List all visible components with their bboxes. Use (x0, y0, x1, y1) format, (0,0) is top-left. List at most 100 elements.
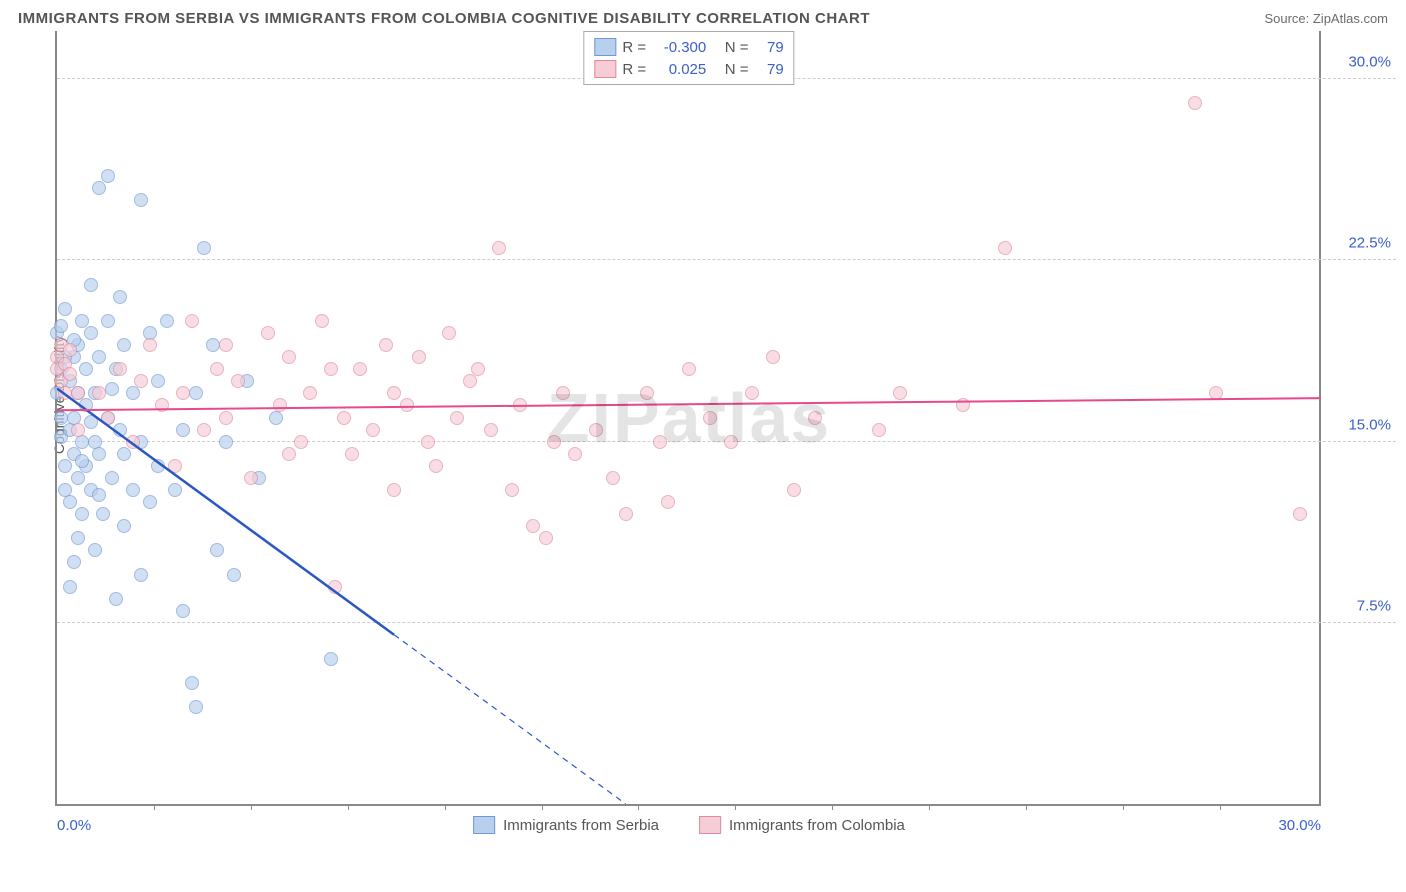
data-point-serbia (168, 483, 182, 497)
x-tick (154, 804, 155, 810)
data-point-colombia (429, 459, 443, 473)
chart-container: IMMIGRANTS FROM SERBIA VS IMMIGRANTS FRO… (10, 10, 1396, 882)
y-tick-label: 7.5% (1357, 597, 1391, 614)
data-point-colombia (682, 362, 696, 376)
stats-n-colombia: 79 (759, 61, 784, 78)
data-point-serbia (92, 447, 106, 461)
data-point-colombia (219, 411, 233, 425)
data-point-serbia (113, 290, 127, 304)
data-point-colombia (282, 350, 296, 364)
stats-r-label: R = (622, 61, 650, 78)
x-tick (1026, 804, 1027, 810)
data-point-colombia (294, 435, 308, 449)
data-point-colombia (547, 435, 561, 449)
stats-r-serbia: -0.300 (656, 39, 706, 56)
data-point-serbia (101, 169, 115, 183)
legend-item-serbia: Immigrants from Serbia (473, 816, 659, 834)
data-point-colombia (787, 483, 801, 497)
data-point-serbia (227, 568, 241, 582)
x-tick (1123, 804, 1124, 810)
data-point-serbia (151, 374, 165, 388)
data-point-serbia (63, 580, 77, 594)
data-point-serbia (117, 447, 131, 461)
data-point-serbia (71, 471, 85, 485)
data-point-colombia (303, 386, 317, 400)
data-point-colombia (463, 374, 477, 388)
data-point-serbia (117, 338, 131, 352)
data-point-serbia (126, 483, 140, 497)
data-point-serbia (143, 495, 157, 509)
data-point-serbia (71, 531, 85, 545)
swatch-serbia (473, 816, 495, 834)
x-tick (929, 804, 930, 810)
data-point-colombia (328, 580, 342, 594)
data-point-colombia (261, 326, 275, 340)
data-point-colombia (450, 411, 464, 425)
legend-item-colombia: Immigrants from Colombia (699, 816, 905, 834)
data-point-colombia (185, 314, 199, 328)
grid-line (57, 259, 1396, 260)
data-point-colombia (998, 241, 1012, 255)
data-point-serbia (84, 278, 98, 292)
data-point-colombia (71, 386, 85, 400)
data-point-colombia (505, 483, 519, 497)
data-point-colombia (1293, 507, 1307, 521)
data-point-colombia (492, 241, 506, 255)
data-point-serbia (92, 181, 106, 195)
trend-lines (57, 31, 1321, 804)
data-point-serbia (117, 519, 131, 533)
data-point-colombia (556, 386, 570, 400)
data-point-colombia (606, 471, 620, 485)
data-point-colombia (134, 374, 148, 388)
x-tick (542, 804, 543, 810)
data-point-serbia (134, 568, 148, 582)
data-point-colombia (210, 362, 224, 376)
data-point-colombia (155, 398, 169, 412)
data-point-serbia (176, 604, 190, 618)
data-point-colombia (197, 423, 211, 437)
data-point-colombia (640, 386, 654, 400)
y-tick-label: 15.0% (1348, 416, 1391, 433)
data-point-serbia (75, 454, 89, 468)
stats-n-label: N = (712, 39, 752, 56)
data-point-serbia (101, 314, 115, 328)
data-point-colombia (315, 314, 329, 328)
data-point-serbia (63, 495, 77, 509)
x-tick-max: 30.0% (1278, 817, 1321, 834)
data-point-colombia (513, 398, 527, 412)
x-tick (348, 804, 349, 810)
data-point-colombia (661, 495, 675, 509)
data-point-serbia (84, 326, 98, 340)
data-point-colombia (872, 423, 886, 437)
data-point-serbia (126, 386, 140, 400)
data-point-serbia (54, 319, 68, 333)
data-point-serbia (58, 302, 72, 316)
y-tick-label: 22.5% (1348, 235, 1391, 252)
x-tick (445, 804, 446, 810)
data-point-colombia (92, 386, 106, 400)
stats-legend-row-colombia: R = 0.025 N = 79 (594, 58, 783, 80)
chart-title: IMMIGRANTS FROM SERBIA VS IMMIGRANTS FRO… (18, 10, 870, 27)
data-point-serbia (219, 435, 233, 449)
data-point-colombia (484, 423, 498, 437)
y-tick-label: 30.0% (1348, 54, 1391, 71)
x-tick (735, 804, 736, 810)
data-point-serbia (324, 652, 338, 666)
data-point-colombia (273, 398, 287, 412)
data-point-colombia (126, 435, 140, 449)
x-tick-min: 0.0% (57, 817, 91, 834)
data-point-serbia (92, 350, 106, 364)
data-point-colombia (353, 362, 367, 376)
data-point-serbia (109, 592, 123, 606)
data-point-colombia (387, 483, 401, 497)
data-point-colombia (366, 423, 380, 437)
data-point-colombia (101, 411, 115, 425)
data-point-colombia (63, 367, 77, 381)
data-point-serbia (197, 241, 211, 255)
data-point-serbia (92, 488, 106, 502)
plot-wrapper: Cognitive Disability ZIPatlas R = -0.300… (10, 31, 1396, 861)
watermark: ZIPatlas (547, 378, 831, 458)
data-point-serbia (79, 362, 93, 376)
data-point-serbia (75, 507, 89, 521)
data-point-serbia (88, 543, 102, 557)
